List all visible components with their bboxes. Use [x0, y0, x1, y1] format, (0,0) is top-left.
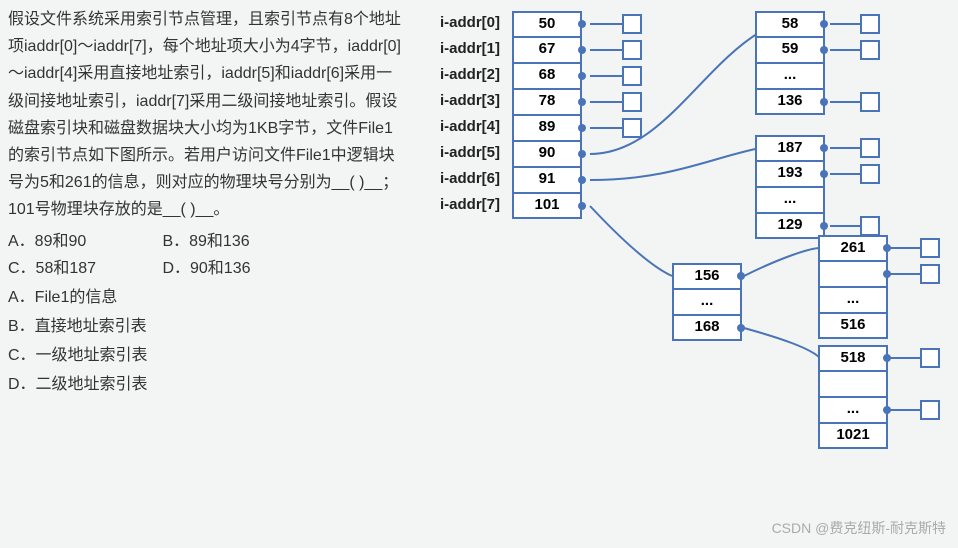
dot-icon [883, 354, 891, 362]
opt1b: B．89和136 [162, 228, 312, 255]
idx7b1-0b [818, 261, 888, 287]
data-block-box [920, 238, 940, 258]
dot-icon [737, 272, 745, 280]
idx7a-1: ... [672, 289, 742, 315]
data-block-box [920, 264, 940, 284]
dot-icon [820, 98, 828, 106]
idx6-1: 193 [755, 161, 825, 187]
data-block-box [622, 118, 642, 138]
inode-diagram: i-addr[0] i-addr[1] i-addr[2] i-addr[3] … [420, 8, 950, 488]
direct-6: 91 [512, 167, 582, 193]
data-block-box [860, 14, 880, 34]
dot-icon [578, 124, 586, 132]
idx7b2-0b [818, 371, 888, 397]
data-block-box [860, 138, 880, 158]
data-block-box [920, 400, 940, 420]
data-block-box [860, 164, 880, 184]
direct-5: 90 [512, 141, 582, 167]
idx7b1-1: ... [818, 287, 888, 313]
idx6-3: 129 [755, 213, 825, 239]
dot-icon [578, 98, 586, 106]
dot-icon [820, 20, 828, 28]
question-text: 假设文件系统采用索引节点管理，且索引节点有8个地址项iaddr[0]～iaddr… [8, 6, 408, 399]
dot-icon [820, 46, 828, 54]
data-block-box [860, 92, 880, 112]
idx7a-2: 168 [672, 315, 742, 341]
watermark-text: CSDN @费克纽斯-耐克斯特 [772, 518, 946, 538]
iaddr-label-6: i-addr[6] [420, 170, 500, 187]
dot-icon [820, 144, 828, 152]
direct-2: 68 [512, 63, 582, 89]
idx5-3: 136 [755, 89, 825, 115]
idx7b2-1: ... [818, 397, 888, 423]
direct-7: 101 [512, 193, 582, 219]
iaddr-label-1: i-addr[1] [420, 40, 500, 57]
options-group-2: A．File1的信息 B．直接地址索引表 C．一级地址索引表 D．二级地址索引表 [8, 284, 408, 399]
dot-icon [820, 222, 828, 230]
direct-4: 89 [512, 115, 582, 141]
data-block-box [860, 216, 880, 236]
opt1a: A．89和90 [8, 228, 158, 255]
dot-icon [578, 20, 586, 28]
opt2a: A．File1的信息 [8, 284, 408, 311]
data-block-box [920, 348, 940, 368]
iaddr-label-5: i-addr[5] [420, 144, 500, 161]
opt1d: D．90和136 [162, 255, 312, 282]
data-block-box [622, 92, 642, 112]
options-group-1: A．89和90 B．89和136 C．58和187 D．90和136 [8, 228, 408, 282]
iaddr-label-0: i-addr[0] [420, 14, 500, 31]
iaddr-label-7: i-addr[7] [420, 196, 500, 213]
opt1c: C．58和187 [8, 255, 158, 282]
dot-icon [578, 150, 586, 158]
dot-icon [883, 270, 891, 278]
data-block-box [622, 40, 642, 60]
iaddr-label-3: i-addr[3] [420, 92, 500, 109]
opt2d: D．二级地址索引表 [8, 371, 408, 398]
dot-icon [883, 244, 891, 252]
opt2c: C．一级地址索引表 [8, 342, 408, 369]
idx7b2-0: 518 [818, 345, 888, 371]
idx5-1: 59 [755, 37, 825, 63]
dot-icon [737, 324, 745, 332]
direct-3: 78 [512, 89, 582, 115]
dot-icon [820, 170, 828, 178]
dot-icon [578, 46, 586, 54]
dot-icon [578, 72, 586, 80]
idx5-2: ... [755, 63, 825, 89]
iaddr-label-4: i-addr[4] [420, 118, 500, 135]
idx7b1-0: 261 [818, 235, 888, 261]
data-block-box [860, 40, 880, 60]
question-body: 假设文件系统采用索引节点管理，且索引节点有8个地址项iaddr[0]～iaddr… [8, 6, 408, 224]
dot-icon [578, 202, 586, 210]
dot-icon [883, 406, 891, 414]
idx6-0: 187 [755, 135, 825, 161]
data-block-box [622, 66, 642, 86]
direct-0: 50 [512, 11, 582, 37]
dot-icon [578, 176, 586, 184]
idx6-2: ... [755, 187, 825, 213]
data-block-box [622, 14, 642, 34]
opt2b: B．直接地址索引表 [8, 313, 408, 340]
direct-1: 67 [512, 37, 582, 63]
idx7b1-2: 516 [818, 313, 888, 339]
iaddr-label-2: i-addr[2] [420, 66, 500, 83]
idx7a-0: 156 [672, 263, 742, 289]
idx7b2-2: 1021 [818, 423, 888, 449]
idx5-0: 58 [755, 11, 825, 37]
